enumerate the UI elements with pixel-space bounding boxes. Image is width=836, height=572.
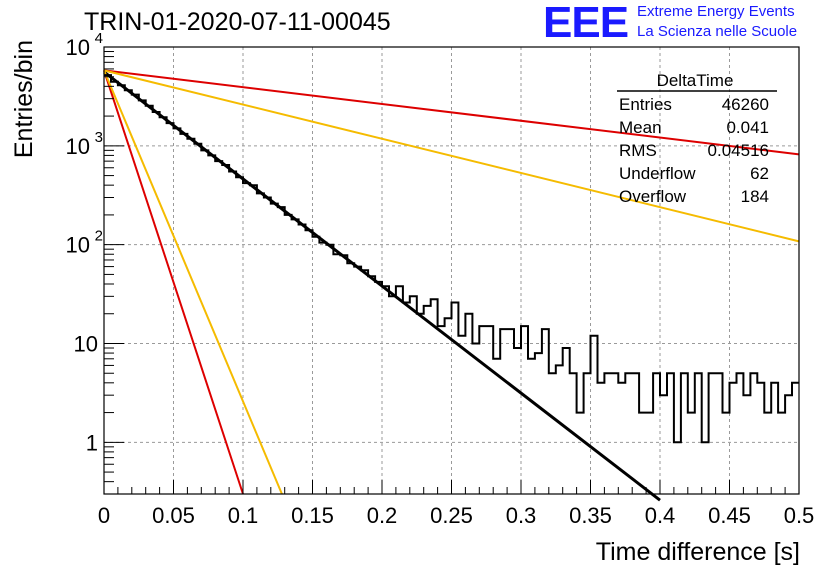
fit-curves — [103, 69, 800, 502]
x-tick-label: 0.35 — [569, 503, 612, 528]
y-tick-label: 10 — [66, 35, 90, 60]
stats-label: Overflow — [619, 187, 687, 206]
fit-line — [103, 69, 800, 156]
stats-label: Mean — [619, 118, 662, 137]
y-axis: 10 4 10 3 10 2 10 1 — [66, 30, 124, 495]
x-tick-label: 0.5 — [784, 503, 815, 528]
y-tick-label: 1 — [86, 430, 98, 455]
eee-logo: EEE — [543, 0, 629, 47]
stats-value: 0.041 — [726, 118, 769, 137]
stats-title: DeltaTime — [657, 71, 734, 90]
fit-line — [103, 70, 244, 495]
x-tick-label: 0.1 — [228, 503, 259, 528]
x-tick-label: 0 — [98, 503, 110, 528]
logo-line-1: Extreme Energy Events — [637, 3, 795, 20]
y-tick-exponent: 4 — [95, 30, 103, 47]
stats-value: 62 — [750, 164, 769, 183]
y-tick-exponent: 3 — [95, 129, 103, 146]
stats-label: Underflow — [619, 164, 696, 183]
grid — [104, 46, 799, 494]
x-axis: 0 0.05 0.1 0.15 0.2 0.25 0.3 0.35 0.4 0.45 0.5 — [98, 480, 814, 528]
y-tick-label: 10 — [74, 331, 98, 356]
chart-title: TRIN-01-2020-07-11-00045 — [84, 8, 391, 36]
stats-label: RMS — [619, 141, 657, 160]
y-tick-label: 10 — [66, 233, 90, 258]
x-axis-label: Time difference [s] — [596, 538, 800, 566]
y-tick-exponent: 2 — [95, 228, 103, 245]
stats-box: DeltaTime Entries 46260 Mean 0.041 RMS 0.04516… — [617, 71, 777, 206]
histogram-series — [104, 74, 799, 444]
x-tick-label: 0.3 — [506, 503, 537, 528]
stats-label: Entries — [619, 95, 672, 114]
fit-line — [103, 69, 800, 243]
stats-value: 184 — [741, 187, 769, 206]
x-tick-label: 0.2 — [367, 503, 398, 528]
x-tick-label: 0.4 — [645, 503, 676, 528]
stats-value: 46260 — [722, 95, 769, 114]
x-tick-label: 0.05 — [152, 503, 195, 528]
x-tick-label: 0.25 — [430, 503, 473, 528]
y-tick-label: 10 — [66, 134, 90, 159]
x-tick-label: 0.15 — [291, 503, 334, 528]
stats-value: 0.04516 — [708, 141, 769, 160]
logo-line-2: La Scienza nelle Scuole — [637, 23, 798, 40]
y-axis-label: Entries/bin — [10, 40, 38, 158]
x-tick-label: 0.45 — [708, 503, 751, 528]
fit-line — [103, 69, 283, 495]
